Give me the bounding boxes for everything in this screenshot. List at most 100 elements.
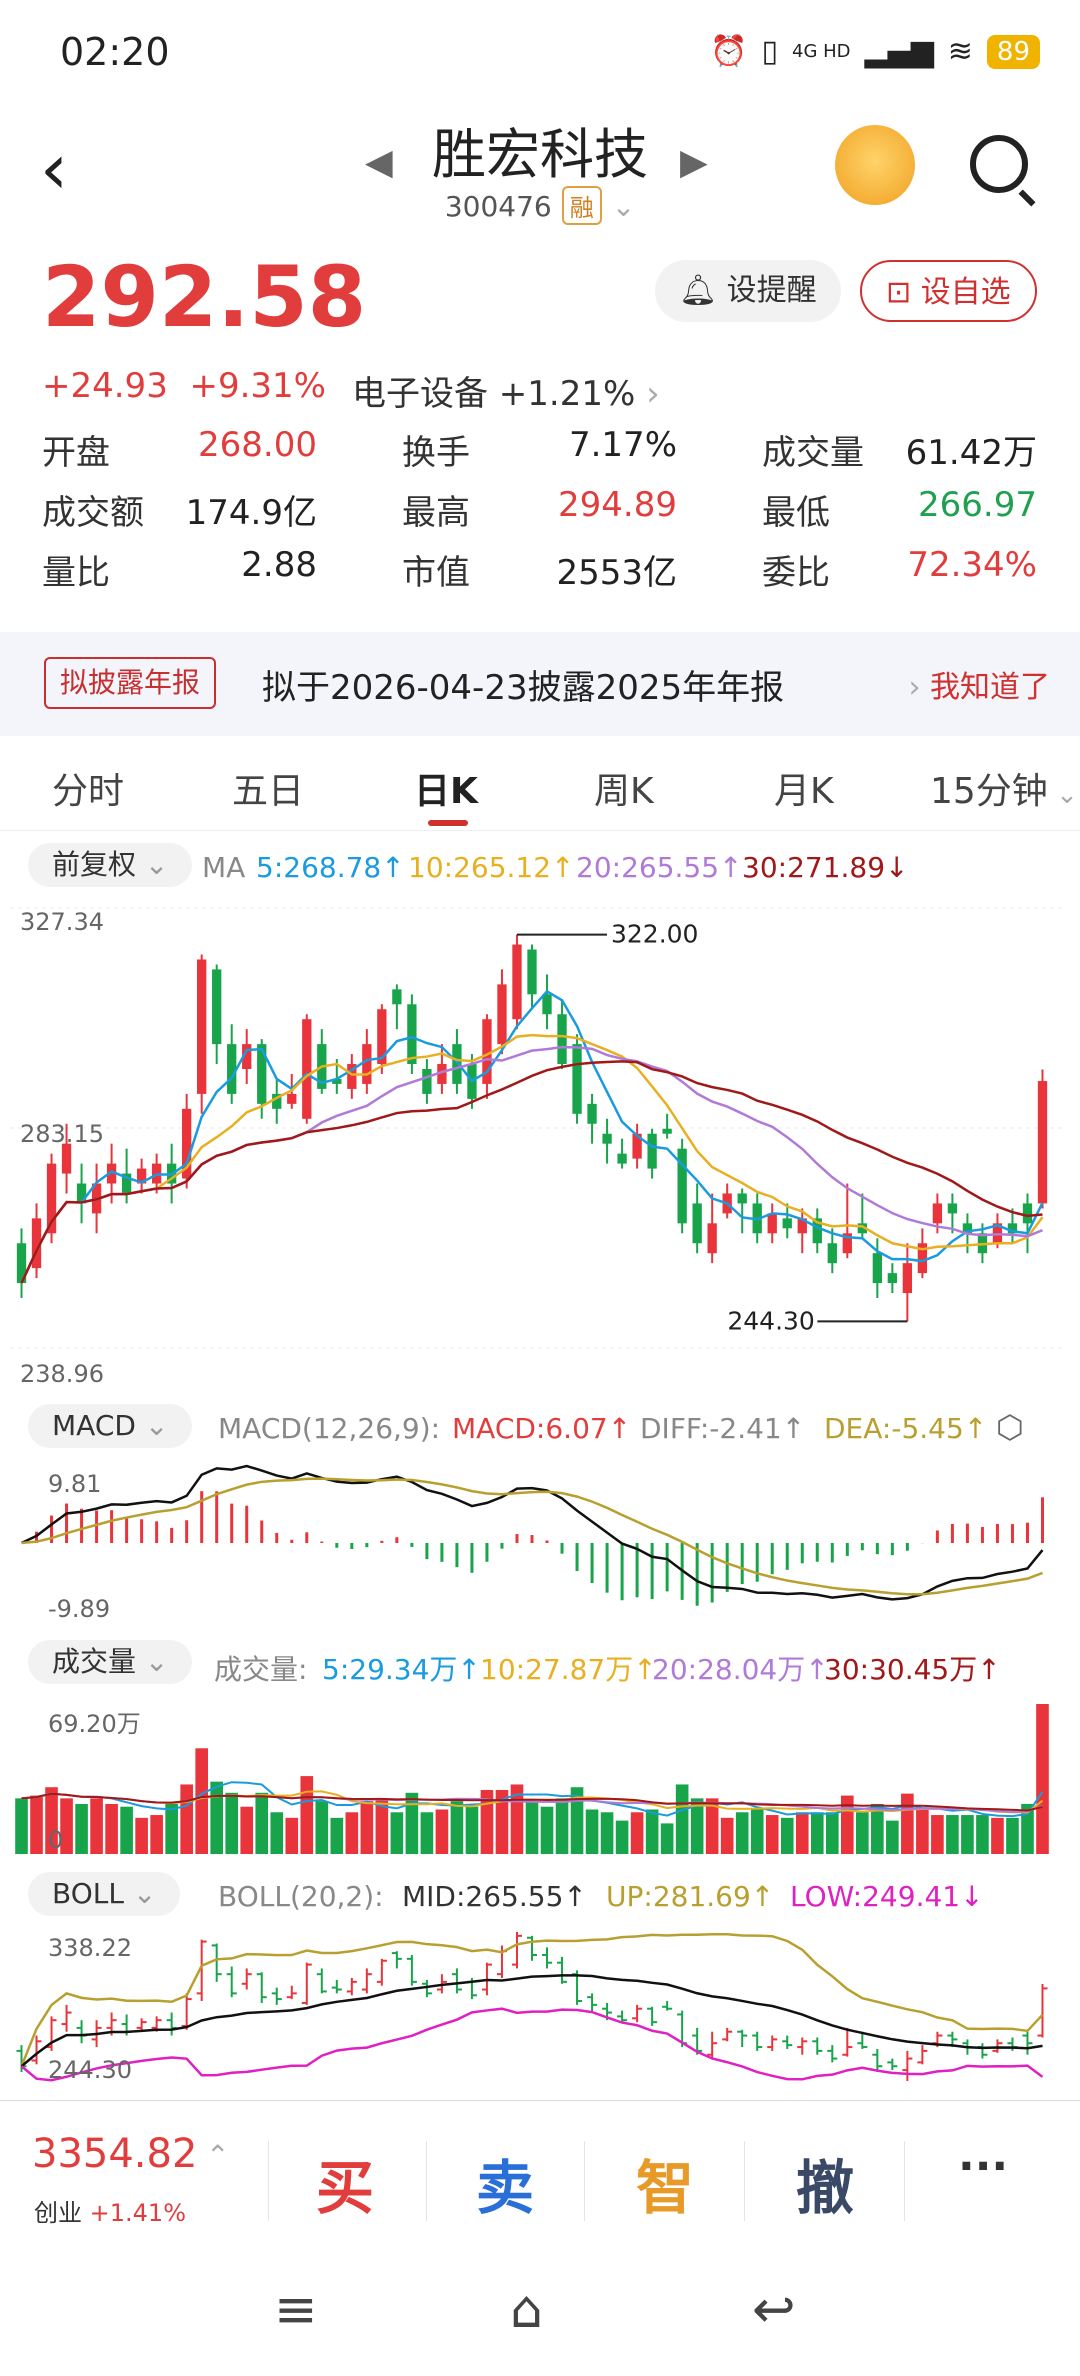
stat-label: 成交额 [42,493,144,533]
tab-intraday[interactable]: 分时 [52,771,125,812]
volume-bar [345,1812,359,1854]
index-name-label: 创业 [34,2199,82,2227]
tab-15min[interactable]: 15分钟 ⌄ [930,762,1078,814]
candle-body [392,989,402,1005]
tab-weekly-k[interactable]: 周K [594,771,654,812]
candle-body [707,1223,717,1254]
boll-select[interactable]: BOLL ⌄ [28,1872,181,1916]
cancel-order-button[interactable]: 撤 [796,2154,855,2222]
volume-bar [30,1795,43,1854]
adjust-label: 前复权 [52,848,137,881]
ma10-value: 10:265.12↑ [408,851,575,884]
divider [904,2141,905,2221]
search-icon[interactable] [970,135,1028,193]
boll-axis-top: 338.22 [48,1934,132,1962]
dismiss-notice-button[interactable]: › 我知道了 [908,662,1050,706]
volume-bar [735,1812,749,1854]
adjust-select[interactable]: 前复权 ⌄ [28,843,193,887]
volume-bar [60,1798,73,1854]
trade-bar: 3354.82 ⌃ 创业 +1.41% 买 卖 智 撤 ··· [0,2100,1080,2261]
vol20-value: 20:28.04万↑ [652,1653,829,1686]
volume-bar [976,1815,989,1854]
volume-bar [90,1798,103,1854]
stat-label: 市值 [402,553,470,593]
candle-body [197,959,207,1094]
volume-bar [435,1809,449,1854]
stock-code-row[interactable]: 300476 融 ⌄ [0,186,1080,225]
volume-chart[interactable] [0,1694,1080,1860]
candle-body [737,1193,747,1204]
next-stock-icon[interactable]: ▶ [680,142,708,183]
dea-value: DEA:-5.45↑ [824,1412,988,1445]
set-alert-button[interactable]: 🔔︎ 设提醒 [655,260,841,322]
more-button[interactable]: ··· [958,2141,1009,2192]
tab-five-day[interactable]: 五日 [232,771,305,812]
volume-bar [240,1806,254,1854]
divider [426,2141,427,2221]
sell-button[interactable]: 卖 [476,2154,535,2222]
status-icons: ⏰ ▯ 4G HD ▂▄▆ ≋ 89 [710,34,1040,69]
volume-bar [450,1801,464,1854]
candle-body [647,1133,657,1169]
kline-chart[interactable]: 322.00 244.30 [0,900,1080,1390]
chevron-right-icon: › [908,670,930,705]
stat-value: 174.9亿 [185,493,317,533]
diff-line [20,1464,1044,1601]
macd-select[interactable]: MACD ⌄ [28,1404,193,1448]
settings-icon[interactable]: ⬡ [996,1408,1024,1446]
candle-body [917,1243,928,1274]
ma-label: MA [202,851,246,884]
back-icon[interactable]: ‹ [40,128,68,210]
set-alert-label: 设提醒 [726,273,817,308]
volume-bar [255,1792,269,1854]
candle-body [1037,1081,1048,1204]
volume-bar [615,1820,629,1854]
menu-icon[interactable]: ≡ [274,2280,318,2340]
volume-chip-label: 成交量 [52,1645,137,1678]
volume-bar [195,1748,208,1854]
vibrate-icon: ▯ [761,34,779,69]
prev-stock-icon[interactable]: ◀ [365,142,393,183]
alarm-icon: ⏰ [710,34,748,69]
volume-bar [420,1812,434,1854]
tab-monthly-k[interactable]: 月K [774,771,834,812]
macd-chart[interactable] [0,1458,1080,1633]
mascot-icon[interactable] [835,125,915,205]
stat-label: 量比 [42,553,110,593]
macd-axis-top: 9.81 [48,1470,102,1498]
volume-bar [525,1801,539,1854]
macd-params: MACD(12,26,9): [218,1412,441,1445]
volume-bar [360,1801,374,1854]
volume-bar [1006,1817,1019,1854]
volume-select[interactable]: 成交量 ⌄ [28,1640,193,1684]
home-icon[interactable]: ⌂ [510,2280,544,2340]
stat-value: 2553亿 [556,553,677,593]
chevron-down-icon: ⌄ [132,1877,157,1910]
low-label: 244.30 [727,1306,814,1335]
boll-low-line [20,2007,1044,2082]
active-tab-indicator [428,820,468,826]
tab-daily-k[interactable]: 日K [414,771,478,812]
boll-mid: MID:265.55↑ [402,1880,587,1913]
candle-body [31,1218,42,1269]
notice-tag: 拟披露年报 [44,657,217,709]
boll-up-line [20,1932,1044,2067]
volume-bar [690,1798,704,1854]
ma5-line [20,989,1044,1284]
volume-bar [75,1803,88,1854]
boll-chart[interactable] [0,1924,1080,2094]
stat-value: 7.17% [568,425,677,465]
add-watchlist-button[interactable]: ⊡ 设自选 [860,260,1037,322]
back-nav-icon[interactable]: ↩ [752,2280,796,2340]
candle-body [1007,1223,1018,1234]
volume-bar [991,1817,1004,1854]
candle-body [812,1218,822,1244]
status-bar: 02:20 ⏰ ▯ 4G HD ▂▄▆ ≋ 89 [0,0,1080,110]
smart-button[interactable]: 智 [636,2154,695,2222]
index-value: 3354.82 [32,2131,198,2177]
candle-body [797,1218,807,1234]
volume-bar [585,1809,599,1854]
candle-body [587,1103,597,1124]
buy-button[interactable]: 买 [316,2154,375,2222]
sector-link[interactable]: 电子设备 +1.21% › [352,366,660,415]
